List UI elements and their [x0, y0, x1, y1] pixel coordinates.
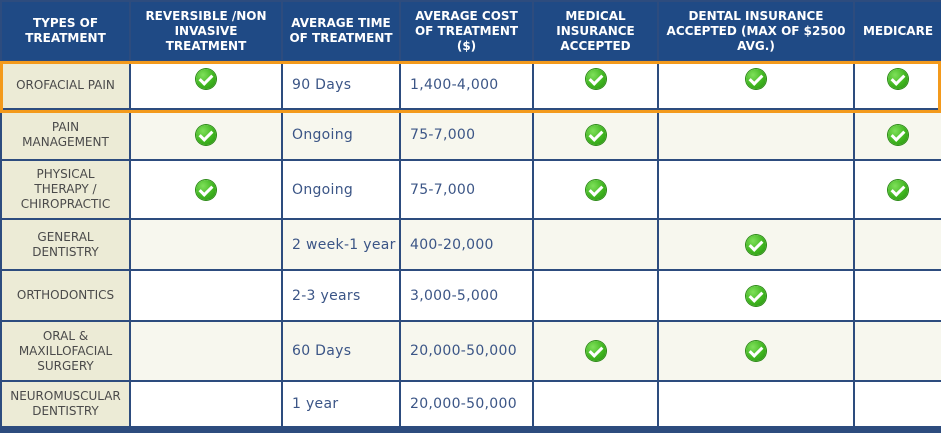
medical-insurance-cell [532, 380, 659, 428]
dental-insurance-cell [657, 320, 855, 382]
medicare-cell [853, 159, 941, 220]
medicare-cell [853, 269, 941, 322]
check-icon [196, 124, 216, 145]
reversible-cell [129, 60, 283, 110]
check-icon [888, 179, 908, 200]
header-average-cost: Average Cost of Treatment ($) [399, 0, 534, 62]
treatment-type-cell: Orofacial Pain [0, 60, 131, 110]
table-row: Orthodontics 2-3 years 3,000-5,000 [0, 269, 941, 322]
reversible-cell [129, 159, 283, 220]
medical-insurance-cell [532, 218, 659, 271]
average-cost-cell: 75-7,000 [399, 108, 534, 161]
average-cost-cell: 20,000-50,000 [399, 380, 534, 428]
medical-insurance-cell [532, 60, 659, 110]
reversible-cell [129, 108, 283, 161]
header-reversible: Reversible /Non Invasive Treatment [129, 0, 283, 62]
medicare-cell [853, 108, 941, 161]
header-row: Types of Treatment Reversible /Non Invas… [0, 0, 941, 62]
header-medicare: Medicare [853, 0, 941, 62]
average-cost-cell: 75-7,000 [399, 159, 534, 220]
table-row: Neuromuscular Dentistry 1 year 20,000-50,0… [0, 380, 941, 428]
medicare-cell [853, 380, 941, 428]
table-row: General Dentistry 2 week-1 year 400-20,000 [0, 218, 941, 271]
medical-insurance-cell [532, 320, 659, 382]
average-time-cell: Ongoing [281, 159, 401, 220]
header-types-of-treatment: Types of Treatment [0, 0, 131, 62]
average-cost-cell: 20,000-50,000 [399, 320, 534, 382]
dental-insurance-cell [657, 380, 855, 428]
average-time-cell: 90 Days [281, 60, 401, 110]
average-cost-cell: 3,000-5,000 [399, 269, 534, 322]
average-time-cell: 2-3 years [281, 269, 401, 322]
check-icon [746, 285, 766, 306]
medical-insurance-cell [532, 108, 659, 161]
reversible-cell [129, 380, 283, 428]
average-time-cell: Ongoing [281, 108, 401, 161]
header-dental-insurance: Dental Insurance Accepted (Max of $2500 … [657, 0, 855, 62]
medical-insurance-cell [532, 269, 659, 322]
header-medical-insurance: Medical Insurance Accepted [532, 0, 659, 62]
check-icon [585, 341, 606, 361]
treatment-type-cell: Orthodontics [0, 269, 131, 322]
average-time-cell: 1 year [281, 380, 401, 428]
average-time-cell: 60 Days [281, 320, 401, 382]
treatment-type-cell: Pain Management [0, 108, 131, 161]
average-cost-cell: 400-20,000 [399, 218, 534, 271]
average-time-cell: 2 week-1 year [281, 218, 401, 271]
dental-insurance-cell [657, 60, 855, 110]
reversible-cell [129, 218, 283, 271]
medical-insurance-cell [532, 159, 659, 220]
check-icon [585, 179, 606, 200]
check-icon [196, 69, 216, 89]
table-row: Oral & Maxillofacial Surgery 60 Days 20,00… [0, 320, 941, 382]
medicare-cell [853, 218, 941, 271]
check-icon [585, 69, 606, 89]
average-cost-cell: 1,400-4,000 [399, 60, 534, 110]
header-average-time: Average Time of Treatment [281, 0, 401, 62]
medicare-cell [853, 60, 941, 110]
medicare-cell [853, 320, 941, 382]
reversible-cell [129, 269, 283, 322]
treatment-type-cell: Physical Therapy / Chiropractic [0, 159, 131, 220]
check-icon [585, 124, 606, 145]
check-icon [746, 69, 766, 89]
treatment-type-cell: Oral & Maxillofacial Surgery [0, 320, 131, 382]
check-icon [196, 179, 216, 200]
reversible-cell [129, 320, 283, 382]
table-row: Orofacial Pain 90 Days 1,400-4,000 [0, 60, 941, 110]
check-icon [888, 69, 908, 89]
dental-insurance-cell [657, 269, 855, 322]
check-icon [746, 341, 766, 361]
check-icon [888, 124, 908, 145]
table-row: Pain Management Ongoing 75-7,000 [0, 108, 941, 161]
dental-insurance-cell [657, 218, 855, 271]
check-icon [746, 234, 766, 255]
dental-insurance-cell [657, 108, 855, 161]
table-row: Physical Therapy / Chiropractic Ongoing 75… [0, 159, 941, 220]
dental-insurance-cell [657, 159, 855, 220]
treatment-type-cell: General Dentistry [0, 218, 131, 271]
treatment-type-cell: Neuromuscular Dentistry [0, 380, 131, 428]
